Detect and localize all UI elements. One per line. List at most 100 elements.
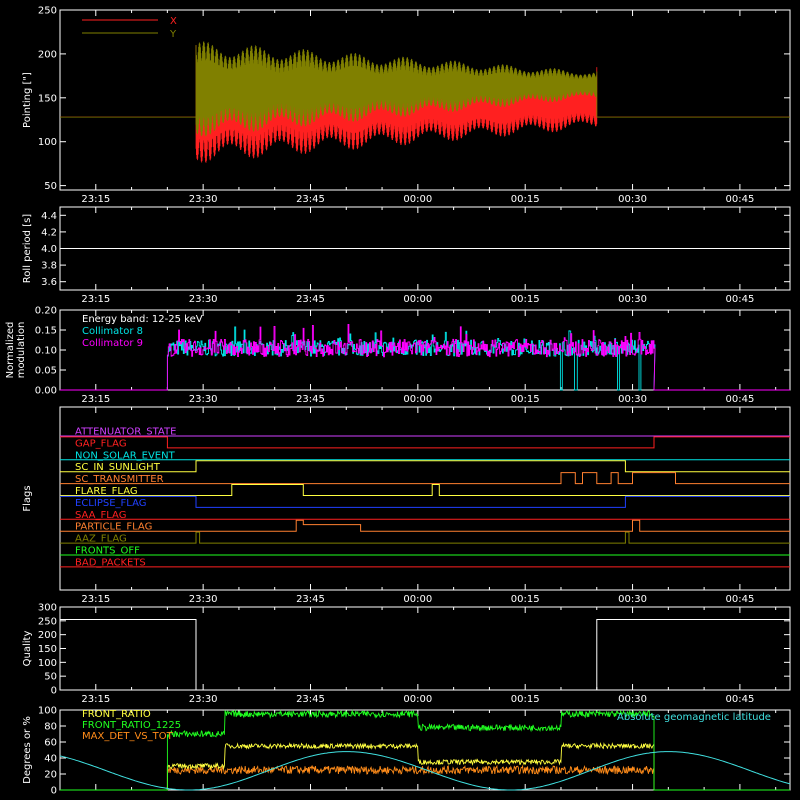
flag-label: GAP_FLAG: [75, 438, 127, 449]
x-tick-label: 00:00: [403, 194, 432, 205]
y-tick-label: 4.0: [41, 244, 57, 255]
x-tick-label: 00:45: [725, 594, 754, 605]
x-tick-label: 00:15: [511, 194, 540, 205]
y-tick-label: 0.20: [35, 306, 57, 317]
x-tick-label: 23:30: [189, 294, 218, 305]
flag-label: NON_SOLAR_EVENT: [75, 450, 176, 461]
panel-frame: [59, 9, 791, 191]
flag-label: ECLIPSE_FLAG: [75, 498, 146, 509]
y-axis-label: modulation: [16, 322, 27, 379]
flag-label: SC_TRANSMITTER: [75, 474, 164, 485]
quality-line: [60, 619, 790, 691]
y-tick-label: 0.05: [35, 366, 57, 377]
x-tick-label: 23:30: [189, 394, 218, 405]
geomagnetic-latitude-line: [59, 751, 791, 791]
flag-label: FLARE_FLAG: [75, 486, 138, 497]
x-tick-label: 23:15: [81, 694, 110, 705]
modulation-line: [60, 324, 790, 391]
y-tick-label: 4.4: [41, 211, 57, 222]
x-tick-label: 00:45: [725, 294, 754, 305]
legend-label: Y: [169, 29, 177, 40]
x-tick-label: 23:45: [296, 394, 325, 405]
flag-label: ATTENUATOR_STATE: [75, 427, 176, 438]
y-tick-label: 300: [38, 603, 57, 614]
chart-layer: 23:15 23:30 23:45 00:00 00:15 00:30 00:45 50 100…: [5, 6, 791, 797]
x-tick-label: 00:00: [403, 694, 432, 705]
flag-label: SC_IN_SUNLIGHT: [75, 462, 161, 473]
x-tick-label: 23:15: [81, 294, 110, 305]
y-tick-label: 100: [38, 706, 57, 717]
x-tick-label: 23:30: [189, 194, 218, 205]
y-axis-label: Normalized: [5, 322, 16, 379]
ratio-line-front-ratio-1225: [60, 709, 790, 791]
x-tick-label: 00:00: [403, 294, 432, 305]
x-tick-label: 23:15: [81, 394, 110, 405]
y-axis-label: Quality: [22, 631, 33, 667]
y-tick-label: 50: [44, 672, 57, 683]
y-tick-label: 50: [44, 181, 57, 192]
x-tick-label: 00:15: [511, 294, 540, 305]
flag-label: BAD_PACKETS: [75, 557, 146, 568]
flag-line-aaz-flag: [60, 531, 790, 544]
x-tick-label: 00:45: [725, 694, 754, 705]
y-tick-label: 80: [44, 722, 57, 733]
x-tick-label: 00:30: [618, 294, 647, 305]
x-tick-label: 00:30: [618, 194, 647, 205]
y-tick-label: 250: [38, 616, 57, 627]
y-tick-label: 4.2: [41, 227, 57, 238]
x-tick-label: 23:45: [296, 594, 325, 605]
flag-label: FRONTS_OFF: [75, 546, 140, 557]
y-tick-label: 0.10: [35, 346, 57, 357]
x-tick-label: 00:30: [618, 394, 647, 405]
y-axis-label: Flags: [22, 485, 33, 511]
y-axis-label: Pointing ["]: [22, 72, 33, 128]
flag-line-eclipse-flag: [60, 495, 790, 508]
x-tick-label: 00:30: [618, 594, 647, 605]
legend-label: FRONT_RATIO: [82, 709, 151, 720]
y-tick-label: 150: [38, 93, 57, 104]
y-tick-label: 3.6: [41, 277, 57, 288]
energy-band-annotation: Energy band: 12-25 keV: [82, 314, 203, 325]
legend-label: Collimator 9: [82, 338, 143, 349]
y-tick-label: 0: [51, 786, 57, 797]
x-tick-label: 00:15: [511, 394, 540, 405]
x-tick-label: 00:15: [511, 694, 540, 705]
x-tick-label: 23:45: [296, 694, 325, 705]
x-tick-label: 23:45: [296, 194, 325, 205]
y-tick-label: 0: [51, 686, 57, 697]
x-tick-label: 00:30: [618, 694, 647, 705]
x-tick-label: 00:45: [725, 394, 754, 405]
y-tick-label: 40: [44, 754, 57, 765]
y-tick-label: 200: [38, 49, 57, 60]
y-tick-label: 150: [38, 644, 57, 655]
x-tick-label: 00:15: [511, 594, 540, 605]
x-tick-label: 00:00: [403, 594, 432, 605]
ratio-line-front-ratio: [60, 741, 790, 791]
y-tick-label: 60: [44, 738, 57, 749]
legend-label: FRONT_RATIO_1225: [82, 720, 181, 731]
legend-label: Absolute geomagnetic latitude: [617, 712, 771, 723]
flag-line-gap-flag: [60, 436, 790, 449]
flag-line-sc-in-sunlight: [60, 460, 790, 473]
y-tick-label: 3.8: [41, 261, 57, 272]
x-tick-label: 00:00: [403, 394, 432, 405]
x-tick-label: 23:45: [296, 294, 325, 305]
flag-line-flare-flag: [60, 484, 790, 496]
series-line-y: [60, 41, 790, 137]
y-tick-label: 100: [38, 658, 57, 669]
legend-label: MAX_DET_VS_TOT: [82, 731, 174, 742]
flag-label: PARTICLE_FLAG: [75, 522, 152, 533]
panel-frame: [59, 406, 791, 591]
legend-label: Collimator 8: [82, 326, 143, 337]
legend-label: X: [170, 16, 177, 27]
y-tick-label: 0.00: [35, 386, 57, 397]
flag-line-sc-transmitter: [60, 472, 790, 485]
x-tick-label: 00:45: [725, 194, 754, 205]
y-tick-label: 20: [44, 770, 57, 781]
x-tick-label: 23:15: [81, 594, 110, 605]
flag-label: SAA_FLAG: [75, 510, 126, 521]
panel-frame: [59, 709, 791, 791]
y-tick-label: 0.15: [35, 326, 57, 337]
ratio-line-max-det-vs-tot: [60, 764, 790, 791]
